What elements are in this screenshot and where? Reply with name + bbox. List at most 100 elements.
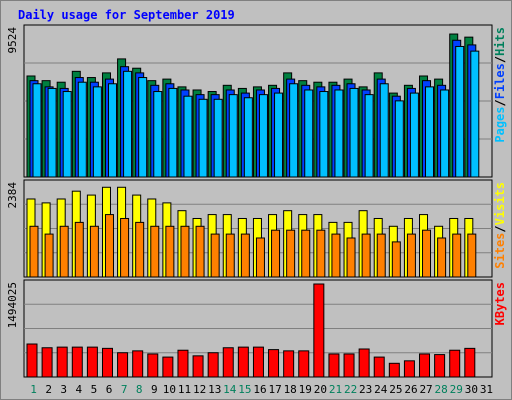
bar-kbytes-day-13	[207, 352, 219, 378]
x-tick-label-19: 19	[299, 383, 312, 396]
bar-pages-day-21	[334, 89, 344, 178]
x-tick-label-25: 25	[389, 383, 402, 396]
x-tick-label-10: 10	[163, 383, 176, 396]
bar-sites-day-20	[316, 229, 326, 278]
bar-kbytes-day-26	[403, 360, 415, 378]
series-label-part: /	[493, 56, 507, 63]
bar-sites-day-17	[271, 229, 281, 278]
bar-kbytes-day-29	[449, 349, 461, 378]
bar-pages-day-14	[228, 94, 238, 178]
bar-kbytes-day-7	[117, 352, 129, 378]
bar-pages-day-4	[77, 81, 87, 178]
bar-sites-day-18	[286, 229, 296, 278]
bar-pages-day-16	[258, 94, 268, 178]
x-tick-label-7: 7	[121, 383, 128, 396]
x-tick-label-13: 13	[208, 383, 221, 396]
panel-hits_files: 9524 Pages/Files/Hits	[6, 24, 507, 178]
series-label: Sites/Visits	[493, 182, 507, 269]
bar-kbytes-day-30	[464, 347, 476, 378]
bar-kbytes-day-28	[434, 354, 446, 378]
bar-kbytes-day-1	[26, 343, 38, 378]
bar-pages-day-9	[153, 91, 163, 178]
x-tick-label-28: 28	[435, 383, 448, 396]
bar-kbytes-day-14	[222, 347, 234, 378]
panel-kbytes: 1494025 KBytes	[6, 279, 507, 378]
x-tick-label-26: 26	[404, 383, 417, 396]
bar-sites-day-9	[150, 225, 160, 278]
bar-sites-day-14	[225, 233, 235, 278]
bar-pages-day-17	[274, 92, 284, 178]
bar-sites-day-2	[44, 233, 54, 278]
x-tick-label-11: 11	[178, 383, 191, 396]
bar-kbytes-day-2	[41, 347, 53, 378]
bar-sites-day-25	[391, 241, 401, 278]
bar-kbytes-day-20	[313, 283, 325, 378]
bar-kbytes-day-19	[298, 350, 310, 378]
bar-kbytes-day-11	[177, 349, 189, 378]
bar-pages-day-3	[62, 91, 72, 178]
bar-pages-day-18	[289, 83, 299, 178]
bar-sites-day-1	[29, 225, 39, 278]
chart-title: Daily usage for September 2019	[18, 8, 235, 22]
x-tick-label-16: 16	[253, 383, 266, 396]
x-tick-label-12: 12	[193, 383, 206, 396]
x-tick-label-9: 9	[151, 383, 158, 396]
series-label-part: Sites	[493, 233, 507, 269]
bar-sites-day-28	[437, 237, 447, 278]
x-axis-labels: 1 2 3 4 5 6 7 8 9 10 11 12 13 14 15 16 17 18 19 20 21 22 23 24 2…	[30, 383, 493, 396]
bar-sites-day-16	[255, 237, 265, 278]
bar-sites-day-29	[452, 233, 462, 278]
x-tick-label-23: 23	[359, 383, 372, 396]
bar-pages-day-10	[168, 87, 178, 178]
bar-pages-day-29	[455, 45, 465, 178]
series-label-part: Hits	[493, 27, 507, 56]
bar-pages-day-15	[243, 97, 253, 178]
x-tick-label-18: 18	[284, 383, 297, 396]
bar-kbytes-day-6	[101, 347, 113, 378]
x-tick-label-17: 17	[268, 383, 281, 396]
bar-pages-day-25	[394, 100, 404, 178]
bar-pages-day-13	[213, 98, 223, 178]
bar-sites-day-5	[89, 225, 99, 278]
x-tick-label-20: 20	[314, 383, 327, 396]
bar-sites-day-11	[180, 225, 190, 278]
bar-pages-day-22	[349, 87, 359, 178]
bar-kbytes-day-22	[343, 353, 355, 378]
y-max-label: 2384	[6, 182, 19, 209]
bar-kbytes-day-24	[373, 356, 385, 378]
x-tick-label-29: 29	[450, 383, 463, 396]
bar-pages-day-23	[364, 94, 374, 178]
chart-panels: 9524Pages/Files/Hits2384Sites/Visits1494…	[6, 24, 507, 378]
x-tick-label-14: 14	[223, 383, 237, 396]
bar-pages-day-11	[183, 95, 193, 178]
series-label-part: /	[493, 225, 507, 232]
bar-kbytes-day-15	[237, 346, 249, 378]
bar-kbytes-day-18	[283, 350, 295, 378]
bar-pages-day-24	[379, 83, 389, 178]
x-tick-label-2: 2	[45, 383, 52, 396]
x-tick-label-5: 5	[91, 383, 98, 396]
x-tick-label-3: 3	[60, 383, 67, 396]
bar-sites-day-8	[135, 221, 145, 278]
bar-kbytes-day-23	[358, 348, 370, 378]
bar-sites-day-10	[165, 225, 175, 278]
bar-pages-day-28	[440, 89, 450, 178]
bar-pages-day-7	[123, 70, 133, 178]
series-label-part: Visits	[493, 182, 507, 225]
bar-sites-day-22	[346, 237, 356, 278]
series-label-part: Files	[493, 63, 507, 99]
y-max-label: 1494025	[6, 282, 19, 328]
bar-sites-day-12	[195, 225, 205, 278]
bar-pages-day-12	[198, 98, 208, 178]
series-label: KBytes	[493, 282, 507, 325]
series-label: Pages/Files/Hits	[493, 27, 507, 143]
bar-sites-day-23	[361, 233, 371, 278]
bar-pages-day-30	[470, 50, 480, 178]
bar-kbytes-day-3	[56, 346, 68, 378]
panel-sites_visits: 2384 Sites/Visits	[6, 179, 507, 278]
bar-pages-day-27	[425, 86, 435, 178]
bar-sites-day-19	[301, 229, 311, 278]
y-max-label: 9524	[6, 27, 19, 54]
x-tick-label-21: 21	[329, 383, 342, 396]
